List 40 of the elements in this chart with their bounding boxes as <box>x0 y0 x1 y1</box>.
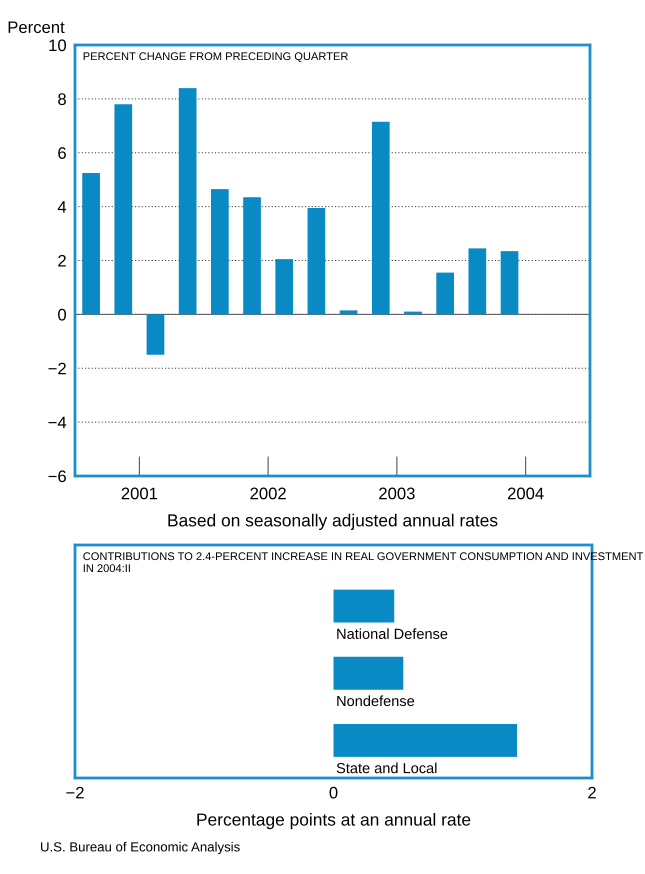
bar <box>308 208 326 314</box>
y-tick-label: National Defense <box>337 628 448 639</box>
y-tick-label: 0 <box>58 308 66 321</box>
x-tick-label: 2 <box>588 786 596 798</box>
bar <box>334 590 394 623</box>
bar <box>404 312 422 314</box>
bar <box>334 656 404 690</box>
y-tick-label: 8 <box>58 93 66 106</box>
bar <box>436 272 454 314</box>
y-tick-label: −6 <box>48 470 66 482</box>
x-tick-label: 2004 <box>508 488 544 500</box>
bar <box>243 197 261 314</box>
bar <box>334 724 518 757</box>
x-tick-label: −2 <box>66 786 84 798</box>
x-tick-label: 2001 <box>122 488 158 500</box>
text: PERCENT CHANGE FROM PRECEDING QUARTER <box>84 52 348 62</box>
y-tick-label: 2 <box>58 254 66 267</box>
y-tick-label: State and Local <box>336 762 436 774</box>
x-axis-title: Percentage points at an annual rate <box>197 812 470 830</box>
bar <box>275 259 294 314</box>
bar <box>82 172 100 314</box>
x-tick-label: 2003 <box>379 488 415 500</box>
y-tick-label: 4 <box>58 201 66 213</box>
x-axis-title: Based on seasonally adjusted annual rates <box>168 514 498 530</box>
y-tick-label: −4 <box>48 416 66 428</box>
text: U.S. Bureau of Economic Analysis <box>41 842 240 854</box>
bar <box>210 189 229 314</box>
y-tick-label: −2 <box>48 362 66 374</box>
bar <box>146 314 164 355</box>
x-tick-label: 2002 <box>250 488 286 500</box>
bar <box>114 104 132 314</box>
bar <box>468 248 486 314</box>
bar <box>500 251 518 314</box>
bar <box>372 122 390 314</box>
y-tick-label: 6 <box>58 147 66 159</box>
bar <box>340 310 358 314</box>
y-axis-title: Percent <box>8 21 65 34</box>
y-tick-label: Nondefense <box>337 695 414 706</box>
y-tick-label: 10 <box>49 39 66 52</box>
bar <box>178 88 197 314</box>
